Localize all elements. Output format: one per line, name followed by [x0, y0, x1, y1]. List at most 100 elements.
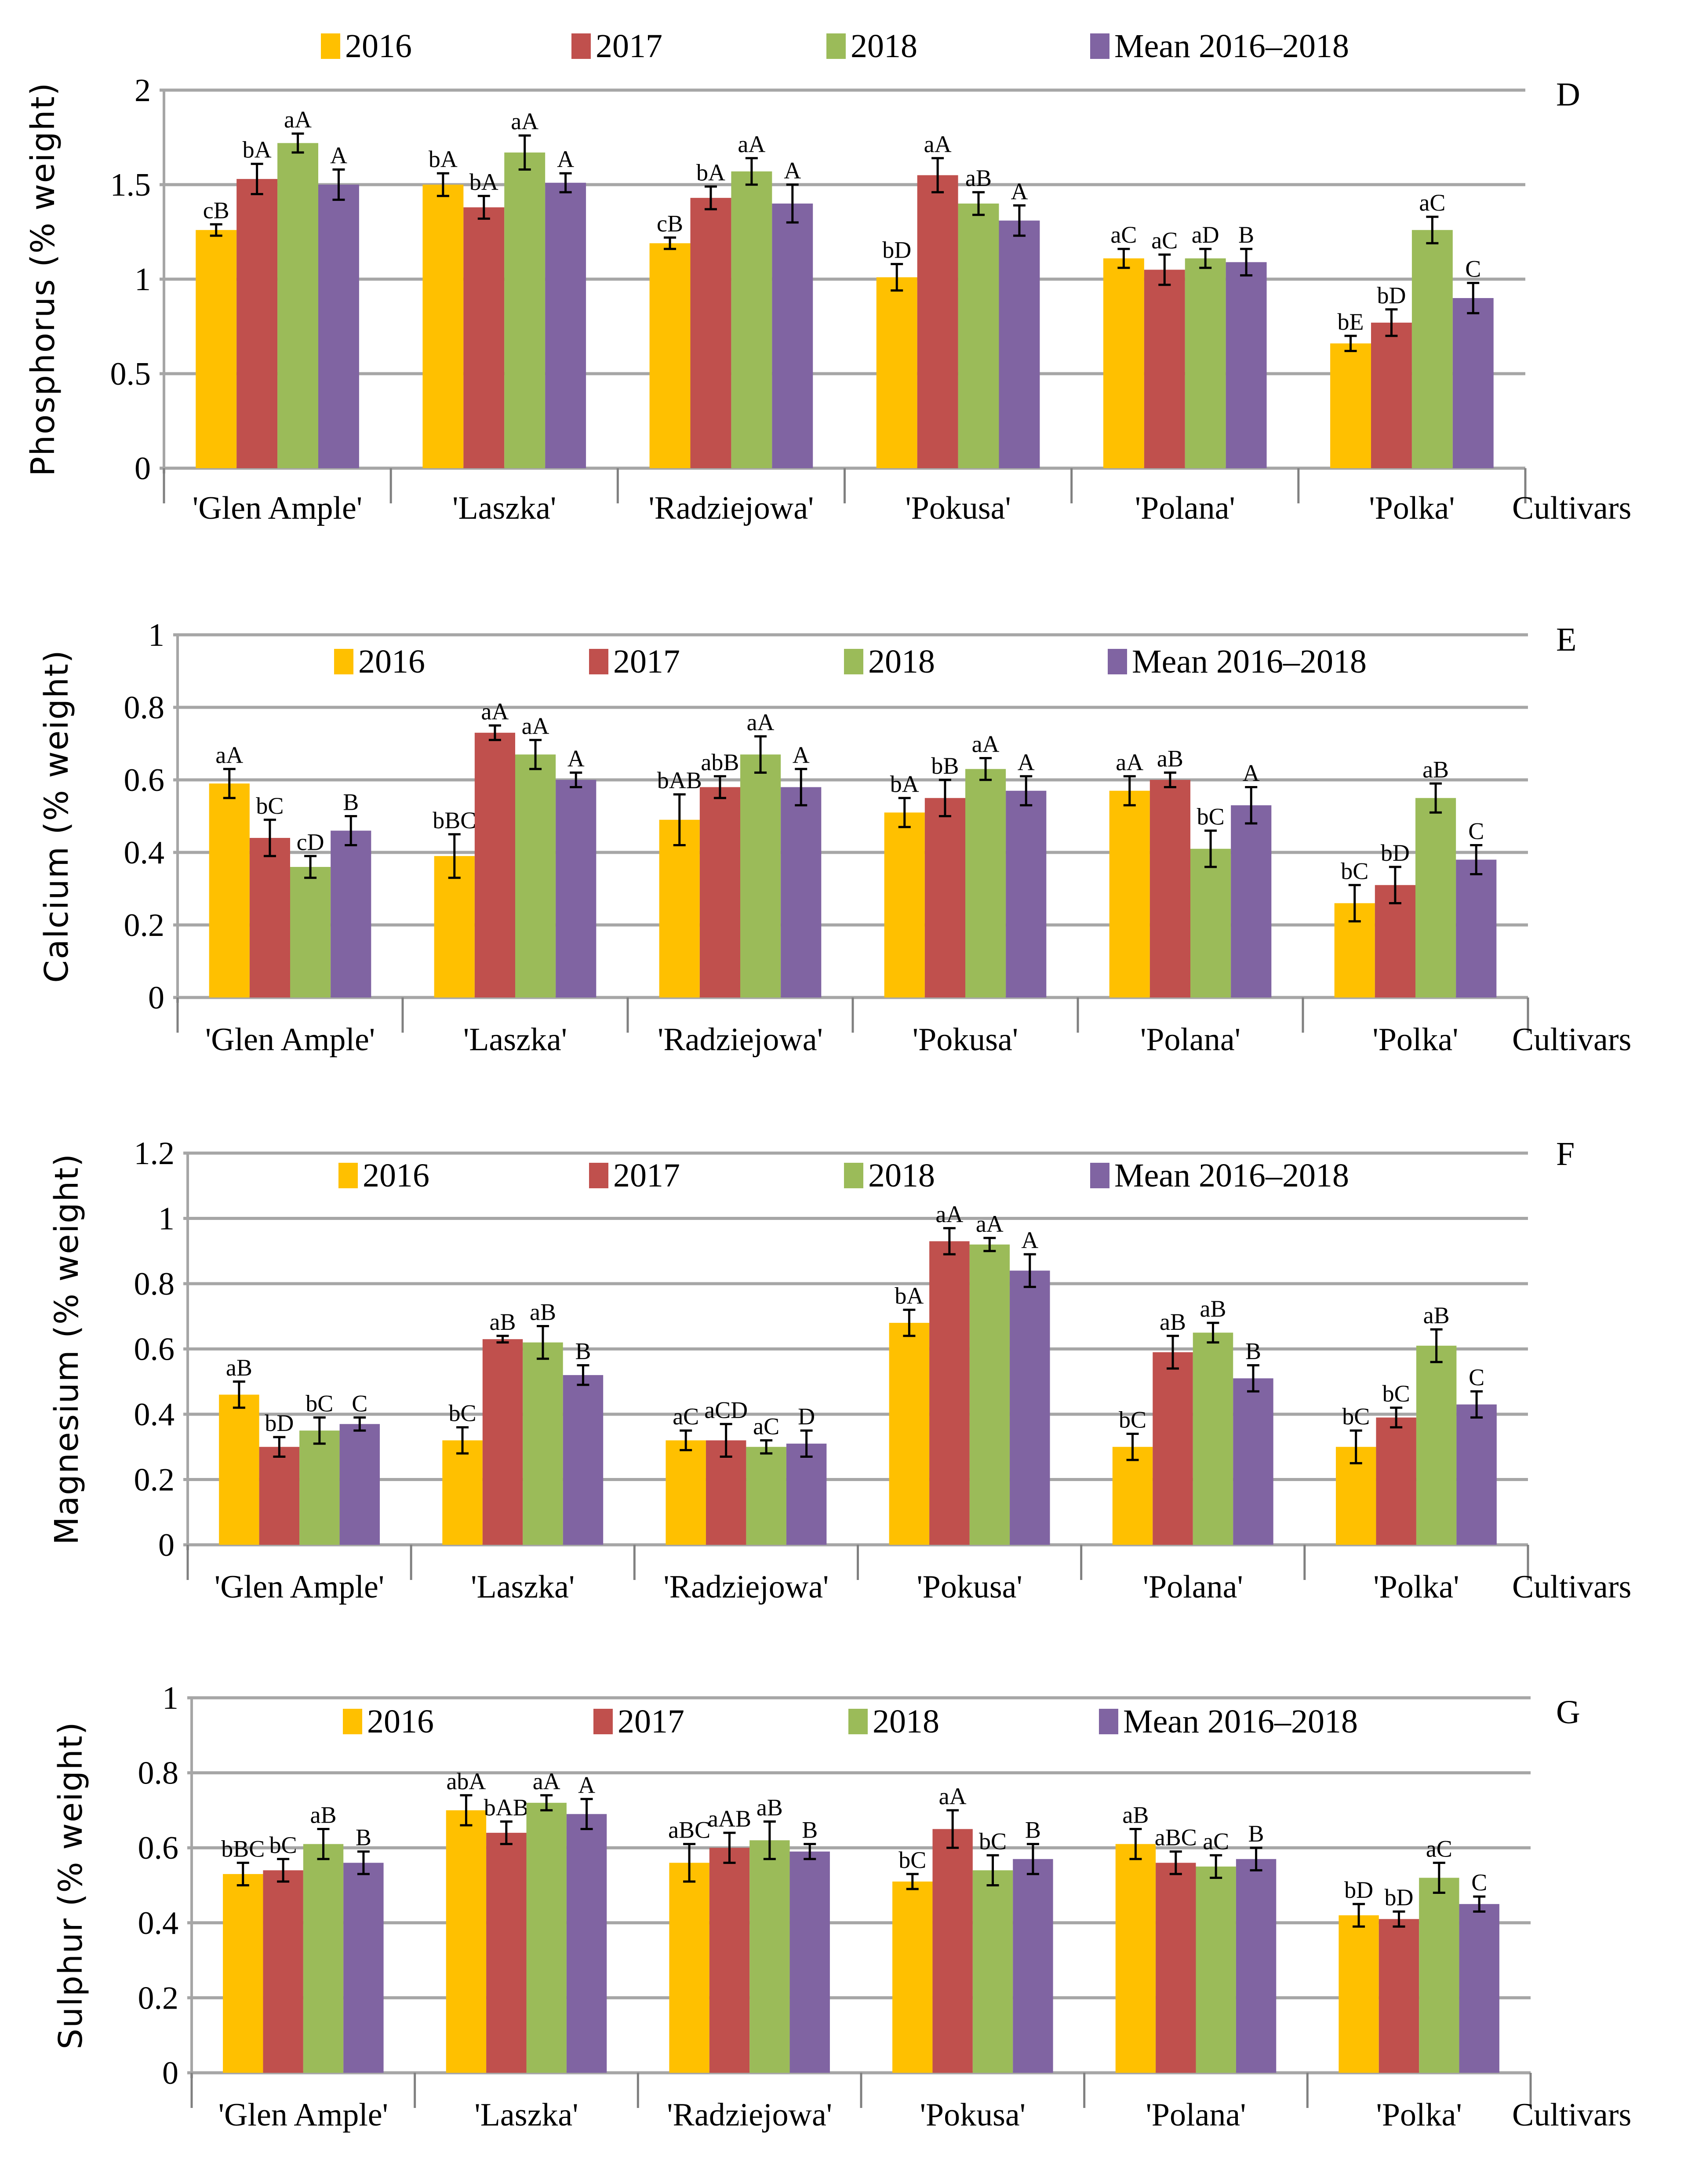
legend-swatch — [571, 33, 591, 59]
legend-swatch — [848, 1709, 868, 1734]
category-label: 'Polka' — [1376, 2097, 1462, 2133]
significance-label: aBC — [668, 1817, 710, 1843]
bar-2016-3 — [884, 812, 925, 997]
significance-label: B — [356, 1824, 371, 1851]
significance-label: aAB — [708, 1805, 751, 1832]
y-tick-label: 0.8 — [134, 1266, 175, 1302]
bar-mean-2 — [789, 1851, 830, 2073]
bar-2016-1 — [422, 185, 464, 468]
y-axis-title: Phosphorus (% weight) — [24, 82, 62, 477]
panel-letter: E — [1556, 621, 1576, 658]
significance-label: B — [1025, 1817, 1041, 1843]
category-label: 'Glen Ample' — [218, 2097, 388, 2133]
significance-label: aA — [533, 1768, 560, 1795]
category-label: 'Polana' — [1143, 1569, 1243, 1605]
bar-2016-4 — [1103, 258, 1144, 468]
bar-mean-4 — [1226, 262, 1267, 468]
bar-2017-3 — [917, 175, 958, 468]
significance-label: aB — [1422, 756, 1449, 783]
significance-label: A — [1011, 178, 1028, 204]
significance-label: bA — [429, 146, 458, 172]
bar-2016-0 — [196, 230, 237, 468]
significance-label: aB — [490, 1309, 516, 1335]
legend-swatch — [844, 649, 863, 674]
category-label: 'Laszka' — [471, 1569, 575, 1605]
significance-label: A — [578, 1772, 595, 1798]
bar-2018-3 — [958, 204, 999, 468]
significance-label: B — [802, 1817, 818, 1843]
bar-2018-5 — [1415, 798, 1456, 997]
bar-2017-5 — [1371, 322, 1412, 468]
legend-label: Mean 2016–2018 — [1132, 643, 1367, 680]
significance-label: aA — [939, 1783, 967, 1809]
significance-label: bC — [269, 1832, 297, 1858]
legend-swatch — [826, 33, 846, 59]
significance-label: aA — [481, 698, 509, 724]
category-label: 'Polana' — [1140, 1022, 1240, 1058]
y-tick-label: 0 — [158, 1527, 175, 1563]
bar-2016-3 — [892, 1881, 933, 2073]
bar-2017-0 — [236, 179, 278, 469]
y-tick-label: 0.4 — [134, 1397, 175, 1433]
significance-label: aA — [935, 1201, 963, 1227]
panel-letter: D — [1556, 76, 1580, 113]
significance-label: cD — [297, 829, 324, 855]
legend-label: 2018 — [868, 1157, 935, 1194]
significance-label: aA — [976, 1211, 1004, 1237]
significance-label: B — [1245, 1338, 1261, 1365]
bar-2016-4 — [1112, 1447, 1153, 1545]
legend-swatch — [1090, 33, 1109, 59]
significance-label: bC — [979, 1828, 1007, 1854]
significance-label: bC — [1382, 1380, 1410, 1407]
significance-label: bE — [1338, 309, 1364, 335]
significance-label: B — [1248, 1820, 1264, 1847]
bar-2017-2 — [690, 198, 731, 469]
legend-swatch — [334, 649, 353, 674]
bar-mean-1 — [545, 182, 586, 468]
bar-2017-1 — [482, 1339, 523, 1545]
bar-2018-5 — [1416, 1346, 1457, 1545]
significance-label: aC — [673, 1403, 699, 1430]
bar-2018-4 — [1185, 258, 1226, 468]
significance-label: aD — [1192, 222, 1219, 248]
y-tick-label: 0.2 — [138, 1980, 179, 2016]
significance-label: aCD — [704, 1397, 748, 1423]
significance-label: bD — [1344, 1877, 1373, 1903]
bar-2017-4 — [1149, 780, 1190, 997]
bar-2016-5 — [1330, 343, 1371, 468]
significance-label: B — [575, 1338, 591, 1365]
bar-2017-4 — [1153, 1352, 1193, 1545]
bar-2016-2 — [666, 1440, 706, 1545]
bar-2017-5 — [1379, 1919, 1419, 2073]
bar-2017-5 — [1376, 1417, 1416, 1545]
significance-label: aB — [226, 1354, 252, 1381]
legend-label: 2018 — [868, 643, 935, 680]
significance-label: A — [557, 146, 574, 172]
bar-2017-1 — [474, 732, 515, 997]
bar-mean-3 — [1006, 790, 1047, 997]
bar-2018-4 — [1193, 1332, 1233, 1545]
bar-2018-1 — [523, 1342, 563, 1545]
bar-mean-1 — [566, 1814, 607, 2073]
bar-2016-4 — [1109, 790, 1150, 997]
category-label: 'Laszka' — [474, 2097, 578, 2133]
category-label: 'Polka' — [1369, 490, 1455, 526]
y-axis-title: Sulphur (% weight) — [52, 1721, 90, 2049]
significance-label: bA — [243, 137, 272, 163]
significance-label: aA — [511, 108, 538, 135]
significance-label: aB — [310, 1802, 337, 1828]
bar-2018-1 — [526, 1802, 567, 2073]
significance-label: bA — [895, 1282, 924, 1309]
significance-label: aC — [1110, 222, 1137, 248]
category-label: 'Laszka' — [452, 490, 556, 526]
significance-label: aC — [1151, 227, 1178, 254]
bar-2016-5 — [1339, 1915, 1379, 2073]
significance-label: cB — [203, 197, 229, 223]
y-tick-label: 2 — [135, 73, 151, 109]
significance-label: aA — [522, 713, 549, 739]
bar-2017-2 — [699, 787, 740, 997]
significance-label: abB — [701, 749, 739, 775]
category-label: 'Glen Ample' — [193, 490, 362, 526]
significance-label: aB — [1157, 746, 1183, 772]
significance-label: bB — [931, 753, 959, 779]
